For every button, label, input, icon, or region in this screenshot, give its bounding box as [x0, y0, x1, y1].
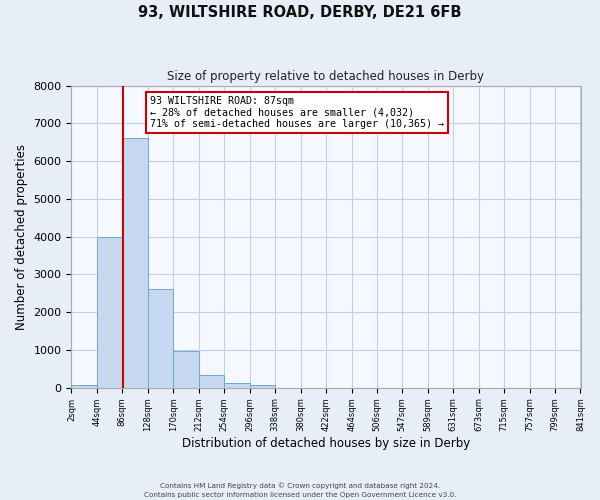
Bar — [97, 236, 122, 388]
Text: 93 WILTSHIRE ROAD: 87sqm
← 28% of detached houses are smaller (4,032)
71% of sem: 93 WILTSHIRE ROAD: 87sqm ← 28% of detach… — [151, 96, 445, 130]
Text: Contains HM Land Registry data © Crown copyright and database right 2024.
Contai: Contains HM Land Registry data © Crown c… — [144, 482, 456, 498]
Bar — [173, 352, 199, 388]
Title: Size of property relative to detached houses in Derby: Size of property relative to detached ho… — [167, 70, 484, 83]
Bar — [224, 383, 250, 388]
X-axis label: Distribution of detached houses by size in Derby: Distribution of detached houses by size … — [182, 437, 470, 450]
Y-axis label: Number of detached properties: Number of detached properties — [15, 144, 28, 330]
Bar — [71, 385, 97, 388]
Bar — [122, 138, 148, 388]
Text: 93, WILTSHIRE ROAD, DERBY, DE21 6FB: 93, WILTSHIRE ROAD, DERBY, DE21 6FB — [138, 5, 462, 20]
Bar — [148, 289, 173, 388]
Bar — [250, 385, 275, 388]
Bar — [199, 376, 224, 388]
